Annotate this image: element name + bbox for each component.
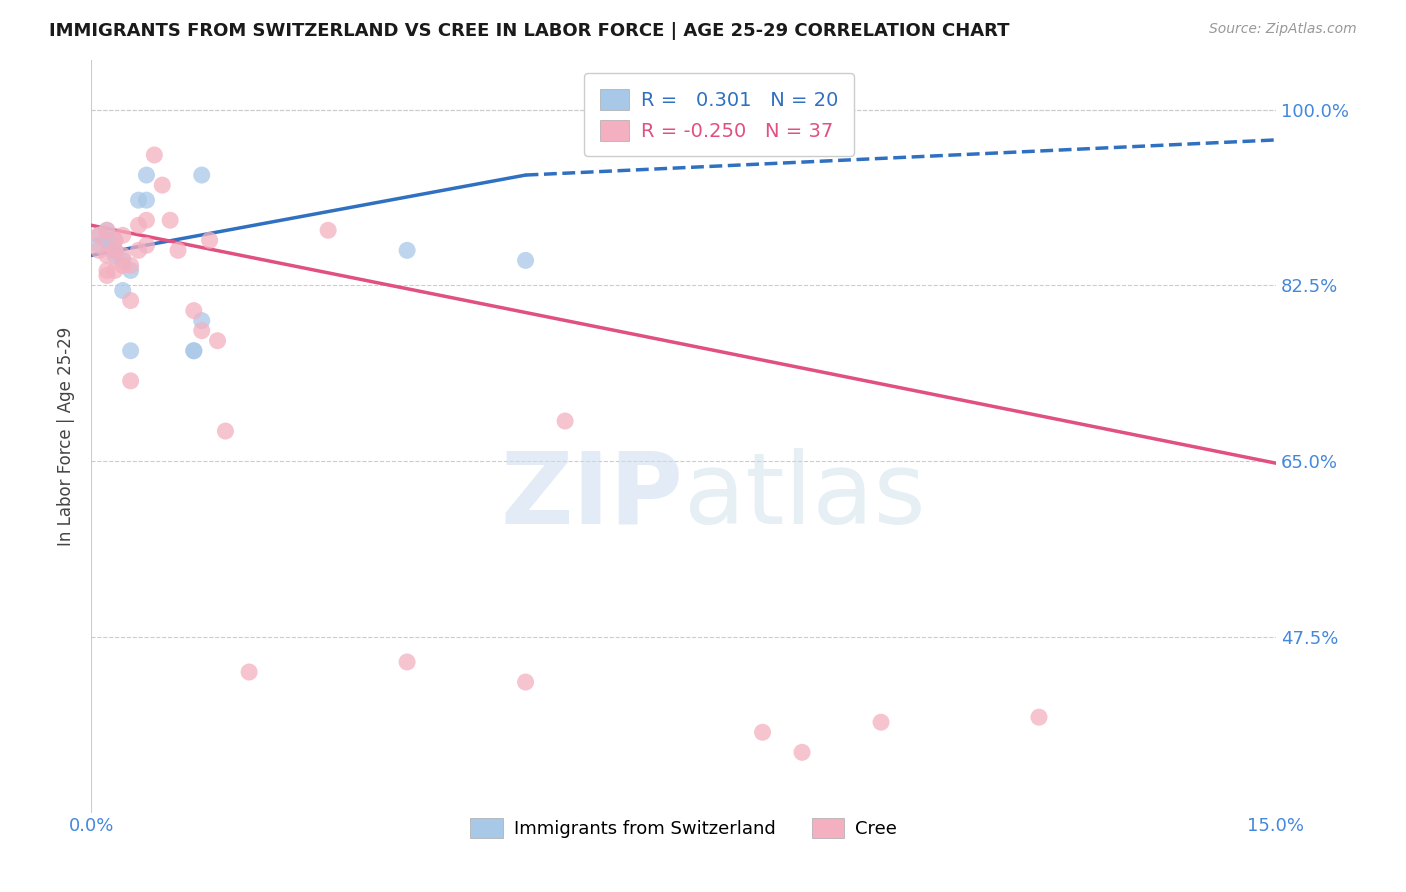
- Point: [316, 223, 339, 237]
- Point: [870, 715, 893, 730]
- Point: [96, 268, 118, 283]
- Point: [128, 219, 150, 233]
- Point: [120, 259, 142, 273]
- Point: [104, 244, 127, 258]
- Point: [1028, 710, 1050, 724]
- Point: [190, 313, 212, 327]
- Point: [120, 374, 142, 388]
- Point: [159, 213, 181, 227]
- Legend: Immigrants from Switzerland, Cree: Immigrants from Switzerland, Cree: [463, 811, 904, 845]
- Point: [120, 263, 142, 277]
- Point: [111, 253, 134, 268]
- Point: [135, 213, 157, 227]
- Point: [190, 324, 212, 338]
- Point: [396, 655, 419, 669]
- Point: [207, 334, 229, 348]
- Point: [198, 233, 221, 247]
- Point: [128, 193, 150, 207]
- Point: [104, 248, 127, 262]
- Point: [120, 293, 142, 308]
- Point: [96, 223, 118, 237]
- Point: [183, 343, 205, 358]
- Point: [190, 168, 212, 182]
- Point: [128, 244, 150, 258]
- Y-axis label: In Labor Force | Age 25-29: In Labor Force | Age 25-29: [58, 326, 75, 546]
- Point: [87, 228, 110, 243]
- Point: [214, 424, 236, 438]
- Point: [111, 259, 134, 273]
- Point: [135, 238, 157, 252]
- Point: [554, 414, 576, 428]
- Point: [87, 238, 110, 252]
- Text: ZIP: ZIP: [501, 448, 683, 545]
- Point: [87, 244, 110, 258]
- Point: [120, 343, 142, 358]
- Point: [183, 303, 205, 318]
- Point: [515, 253, 537, 268]
- Text: IMMIGRANTS FROM SWITZERLAND VS CREE IN LABOR FORCE | AGE 25-29 CORRELATION CHART: IMMIGRANTS FROM SWITZERLAND VS CREE IN L…: [49, 22, 1010, 40]
- Point: [167, 244, 190, 258]
- Point: [183, 343, 205, 358]
- Point: [111, 248, 134, 262]
- Point: [104, 263, 127, 277]
- Point: [96, 248, 118, 262]
- Point: [790, 745, 813, 759]
- Point: [515, 675, 537, 690]
- Point: [96, 263, 118, 277]
- Text: Source: ZipAtlas.com: Source: ZipAtlas.com: [1209, 22, 1357, 37]
- Point: [150, 178, 173, 193]
- Point: [104, 244, 127, 258]
- Point: [96, 233, 118, 247]
- Point: [111, 284, 134, 298]
- Point: [111, 228, 134, 243]
- Point: [96, 223, 118, 237]
- Point: [104, 233, 127, 247]
- Point: [238, 665, 260, 679]
- Point: [143, 148, 166, 162]
- Point: [104, 233, 127, 247]
- Point: [135, 168, 157, 182]
- Text: atlas: atlas: [683, 448, 925, 545]
- Point: [135, 193, 157, 207]
- Point: [396, 244, 419, 258]
- Point: [751, 725, 773, 739]
- Point: [87, 228, 110, 243]
